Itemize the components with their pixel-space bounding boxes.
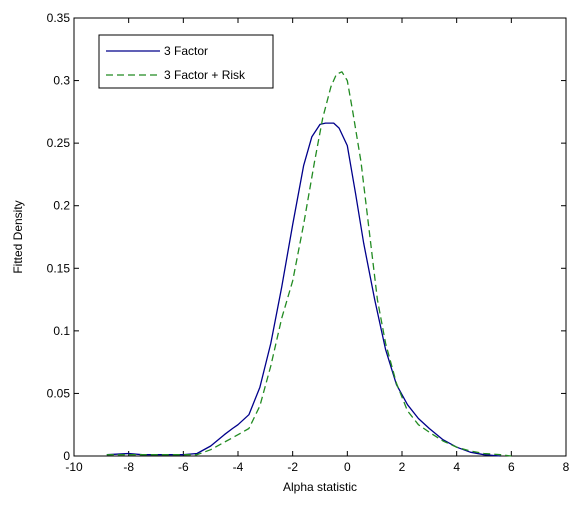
y-tick-label: 0.1 [53,324,70,338]
y-tick-label: 0.25 [47,136,71,150]
x-tick-label: 4 [453,460,460,474]
y-axis-title: Fitted Density [11,200,25,273]
x-tick-label: 6 [508,460,515,474]
legend: 3 Factor 3 Factor + Risk [98,34,274,89]
y-tick-label: 0.2 [53,199,70,213]
legend-label-3-factor: 3 Factor [164,44,208,58]
legend-label-3-factor-risk: 3 Factor + Risk [164,68,246,82]
x-tick-label: 2 [399,460,406,474]
series-line-3-factor [106,122,501,457]
x-tick-label: -2 [287,460,298,474]
x-tick-label: -4 [233,460,244,474]
y-tick-label: 0 [63,449,70,463]
x-tick-label: -6 [178,460,189,474]
y-tick-label: 0.3 [53,74,70,88]
plot-area [73,17,567,457]
x-tick-label: 8 [563,460,570,474]
x-tick-label: 0 [344,460,351,474]
y-tick-label: 0.05 [47,386,71,400]
x-tick-label: -10 [65,460,83,474]
series-line-3-factor-risk [106,71,512,457]
series-group [106,71,512,457]
y-tick-label: 0.35 [47,11,71,25]
y-tick-label: 0.15 [47,261,71,275]
x-tick-label: -8 [123,460,134,474]
axis-ticks: -10 -8 -6 -4 -2 0 2 4 6 8 0 0.05 0.1 0.15 0.2 0.25 0.3 0.… [47,11,570,474]
legend-box [98,34,274,89]
x-axis-title: Alpha statistic [283,480,357,494]
